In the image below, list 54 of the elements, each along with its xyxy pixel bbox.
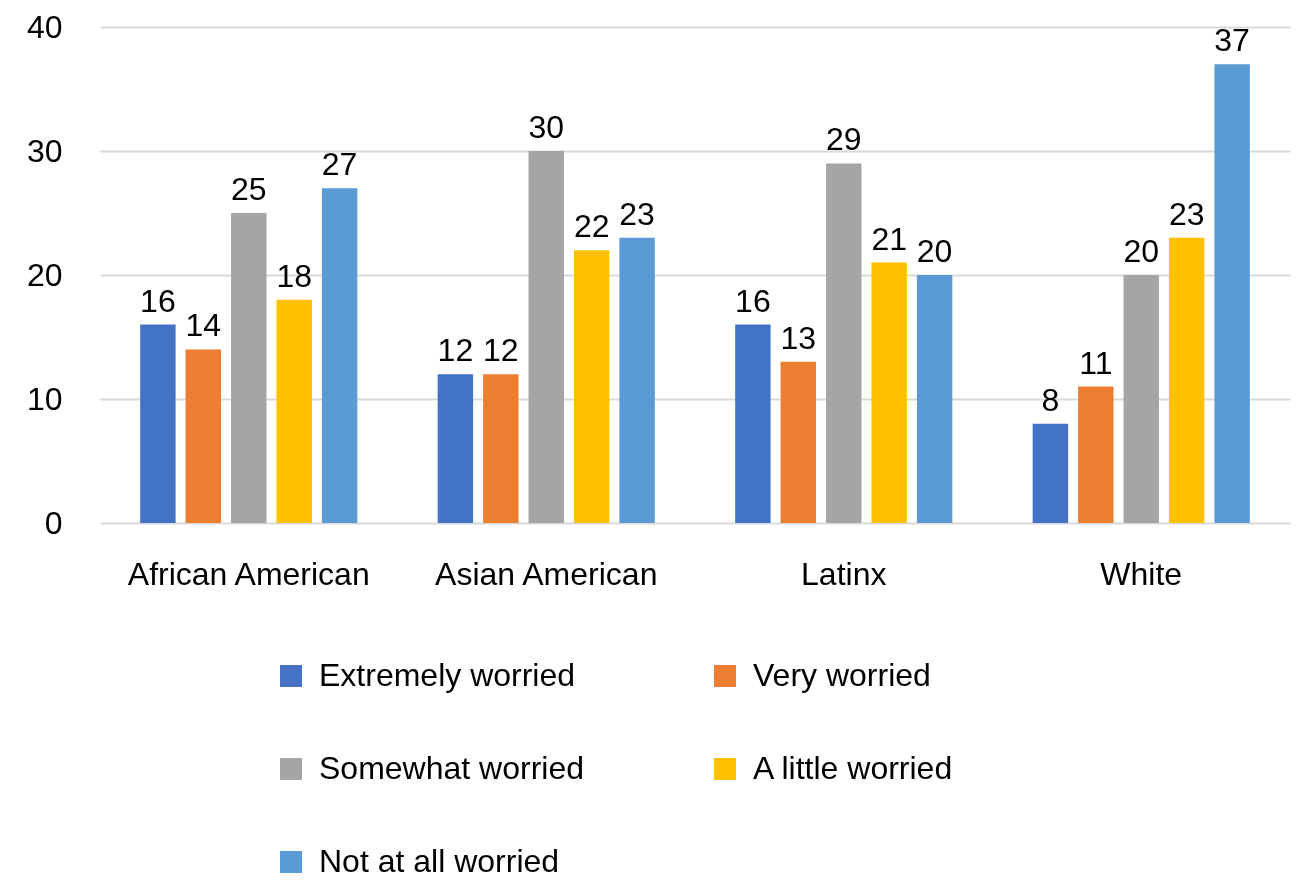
legend-label: Very worried bbox=[753, 657, 931, 693]
data-label: 13 bbox=[780, 319, 817, 356]
bar bbox=[573, 250, 610, 523]
y-tick-label: 40 bbox=[26, 8, 63, 45]
data-label: 11 bbox=[1079, 344, 1113, 381]
data-label: 12 bbox=[483, 332, 519, 369]
bar bbox=[1078, 386, 1114, 523]
data-label: 12 bbox=[437, 332, 474, 369]
bar bbox=[483, 374, 519, 523]
data-label: 22 bbox=[573, 208, 610, 245]
data-label: 23 bbox=[619, 195, 655, 232]
bar bbox=[276, 299, 312, 523]
data-label: 20 bbox=[1123, 233, 1160, 269]
legend-label: A little worried bbox=[753, 750, 953, 786]
data-label: 29 bbox=[825, 121, 862, 158]
x-tick-label: White bbox=[1100, 555, 1183, 592]
bar bbox=[437, 374, 474, 523]
bar bbox=[780, 361, 817, 523]
bar bbox=[916, 275, 953, 523]
data-label: 21 bbox=[871, 220, 907, 257]
bar bbox=[140, 324, 176, 523]
data-label: 16 bbox=[140, 282, 176, 319]
bar bbox=[321, 188, 358, 523]
data-label: 37 bbox=[1214, 22, 1250, 59]
y-tick-label: 0 bbox=[44, 504, 63, 541]
bar bbox=[735, 324, 771, 523]
bar bbox=[1214, 64, 1250, 523]
data-label: 16 bbox=[735, 282, 771, 319]
bar bbox=[1168, 237, 1205, 523]
bar bbox=[619, 237, 655, 523]
x-tick-label: Latinx bbox=[801, 555, 887, 592]
y-tick-label: 20 bbox=[26, 256, 63, 293]
bar bbox=[871, 262, 907, 523]
bar bbox=[528, 151, 564, 523]
data-label: 23 bbox=[1168, 195, 1205, 232]
legend-label: Extremely worried bbox=[319, 657, 576, 693]
data-label: 14 bbox=[185, 307, 222, 344]
legend-label: Not at all worried bbox=[319, 843, 560, 879]
bar bbox=[1123, 275, 1159, 523]
data-label: 8 bbox=[1041, 381, 1060, 418]
legend-label: Somewhat worried bbox=[319, 750, 584, 786]
y-tick-label: 30 bbox=[26, 132, 63, 169]
data-label: 18 bbox=[276, 257, 312, 294]
bar bbox=[1032, 423, 1069, 523]
y-tick-label: 10 bbox=[26, 380, 63, 417]
data-label: 25 bbox=[230, 171, 267, 207]
x-tick-label: Asian American bbox=[435, 555, 658, 592]
bar bbox=[231, 213, 267, 523]
bar bbox=[826, 163, 862, 523]
data-label: 20 bbox=[916, 233, 953, 269]
bar bbox=[185, 349, 222, 523]
x-tick-label: African American bbox=[127, 555, 370, 592]
data-label: 30 bbox=[528, 109, 565, 145]
data-label: 27 bbox=[321, 146, 358, 183]
